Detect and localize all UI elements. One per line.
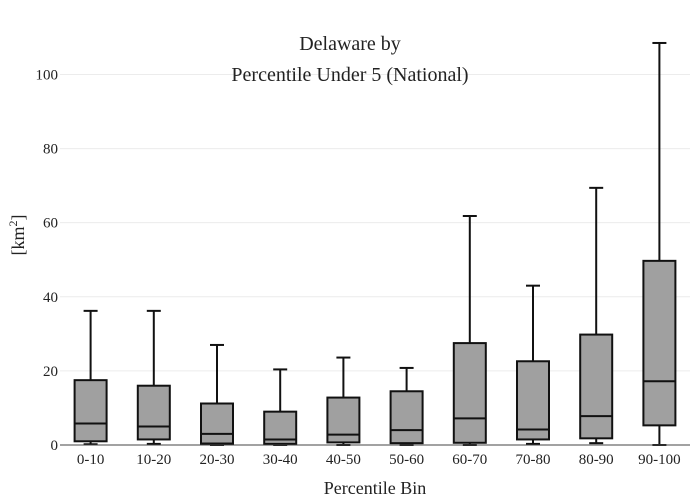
box-group-60-70 xyxy=(452,215,487,446)
box-group-40-50 xyxy=(326,356,361,446)
y-tick-label: 60 xyxy=(43,216,58,232)
box-group-70-80 xyxy=(516,284,550,445)
chart-title-line-2: Percentile Under 5 (National) xyxy=(231,64,468,86)
iqr-box xyxy=(389,390,424,445)
x-tick-label: 0-10 xyxy=(77,452,105,468)
box-group-10-20 xyxy=(136,309,171,445)
y-tick-labels: 0 20 40 60 80 100 xyxy=(36,67,59,454)
y-tick-label: 100 xyxy=(36,67,59,83)
x-tick-label: 20-30 xyxy=(200,452,235,468)
box-group-20-30 xyxy=(200,343,234,446)
box-group-50-60 xyxy=(389,366,424,446)
x-tick-label: 60-70 xyxy=(452,452,487,468)
chart-title-line-1: Delaware by xyxy=(299,33,401,55)
x-tick-label: 70-80 xyxy=(516,452,551,468)
iqr-box xyxy=(516,360,550,441)
iqr-box xyxy=(452,342,487,444)
x-tick-labels: 0-10 10-20 20-30 30-40 40-50 50-60 60-70 70-80 8… xyxy=(77,452,681,468)
y-axis-title-superscript: 2 xyxy=(6,221,20,227)
x-tick-label: 10-20 xyxy=(136,452,171,468)
x-tick-label: 40-50 xyxy=(326,452,361,468)
y-tick-label: 20 xyxy=(43,364,58,380)
boxes xyxy=(73,41,677,446)
y-tick-label: 0 xyxy=(51,438,59,454)
box-group-30-40 xyxy=(263,368,298,446)
iqr-box xyxy=(73,379,108,443)
iqr-box xyxy=(136,384,171,441)
y-axis-title: [km2] xyxy=(6,215,28,256)
y-tick-label: 80 xyxy=(43,142,58,158)
iqr-box xyxy=(200,402,234,445)
y-axis-title-base: [km xyxy=(8,227,28,256)
y-axis-title-end: ] xyxy=(8,215,28,221)
x-tick-label: 80-90 xyxy=(579,452,614,468)
x-axis-title: Percentile Bin xyxy=(324,478,426,498)
box-group-0-10 xyxy=(73,309,108,446)
x-tick-label: 50-60 xyxy=(389,452,424,468)
box-group-80-90 xyxy=(579,186,614,445)
box-group-90-100 xyxy=(642,41,677,446)
iqr-box xyxy=(326,396,361,444)
iqr-box xyxy=(579,333,614,440)
x-tick-label: 30-40 xyxy=(263,452,298,468)
iqr-box xyxy=(642,259,677,427)
x-tick-label: 90-100 xyxy=(638,452,681,468)
y-tick-label: 40 xyxy=(43,290,58,306)
